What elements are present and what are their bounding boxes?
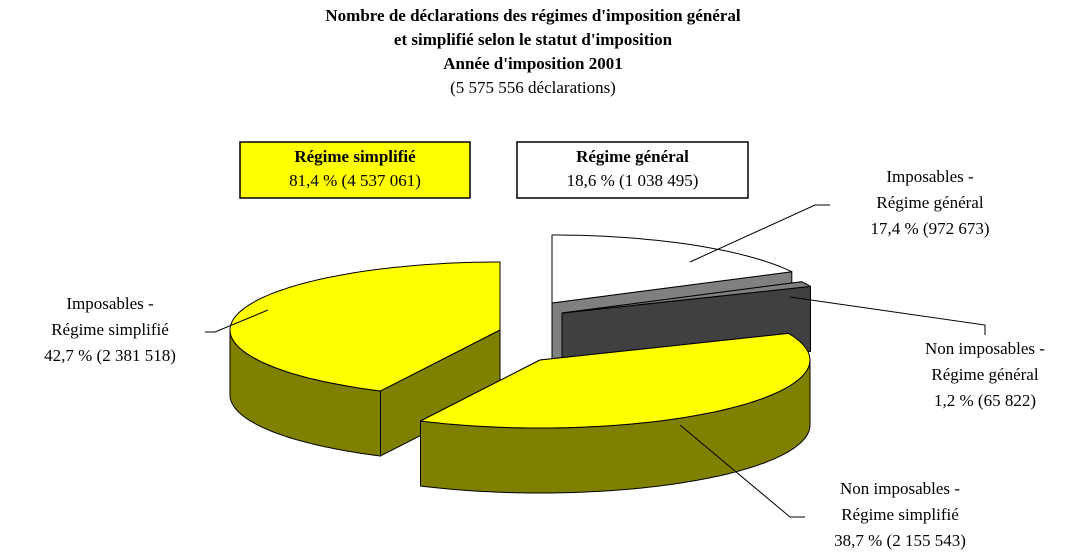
slice-label: Imposables - [886,167,974,186]
slice [420,332,811,429]
slice-label: Régime général [931,365,1038,384]
slice-value: 42,7 % (2 381 518) [44,346,176,365]
leader-line [205,309,269,333]
group-value: 81,4 % (4 537 061) [289,171,421,190]
slice-label: Régime général [876,193,983,212]
leader-line [679,424,805,518]
chart-title: et simplifié selon le statut d'impositio… [394,30,673,49]
group-name: Régime simplifié [294,147,416,166]
slice-label: Non imposables - [925,339,1045,358]
slice-value: 17,4 % (972 673) [871,219,990,238]
slice-label: Régime simplifié [51,320,169,339]
slice-label: Non imposables - [840,479,960,498]
slice-label: Régime simplifié [841,505,959,524]
slice-value: 1,2 % (65 822) [934,391,1036,410]
leader-line [689,204,830,263]
slice [551,234,793,304]
group-name: Régime général [576,147,689,166]
slice-label: Imposables - [66,294,154,313]
group-box [516,141,749,199]
leader-line [789,296,986,335]
slice [229,261,501,392]
chart-subtitle: (5 575 556 déclarations) [450,78,616,97]
slice-value: 38,7 % (2 155 543) [834,531,966,550]
group-box [239,141,471,199]
chart-title: Année d'imposition 2001 [443,54,622,73]
slice [561,281,811,314]
group-value: 18,6 % (1 038 495) [567,171,699,190]
chart-title: Nombre de déclarations des régimes d'imp… [325,6,740,25]
